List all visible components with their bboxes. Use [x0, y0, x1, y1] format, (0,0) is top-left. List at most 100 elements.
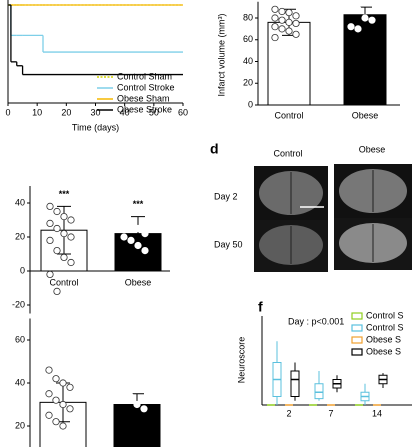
significance: *** — [133, 199, 144, 209]
data-point — [46, 236, 54, 244]
column-label: Control — [273, 148, 302, 158]
legend-label: Control Sham — [117, 71, 172, 81]
legend-swatch — [351, 324, 363, 332]
data-point — [60, 230, 68, 238]
data-point — [67, 216, 75, 224]
data-point — [66, 383, 74, 391]
data-point — [46, 270, 54, 278]
data-point — [347, 3, 355, 11]
data-point — [59, 400, 67, 409]
legend-label: Control Stroke — [117, 82, 175, 92]
data-point — [368, 16, 376, 24]
x-tick-label: 60 — [178, 107, 188, 117]
data-point — [133, 400, 141, 409]
data-point — [127, 236, 135, 244]
data-point — [134, 241, 142, 250]
legend-label: Obese Stroke — [117, 104, 172, 114]
data-point — [292, 19, 300, 28]
data-point — [271, 14, 279, 22]
data-point — [66, 405, 74, 413]
legend-swatch — [351, 348, 363, 356]
legend-swatch — [351, 336, 363, 344]
data-point — [127, 219, 135, 227]
data-point — [278, 25, 286, 33]
y-tick-label: 60 — [243, 34, 253, 44]
x-tick-label: 7 — [328, 408, 333, 418]
x-tick-label: 50 — [149, 107, 159, 117]
data-point — [141, 230, 149, 238]
data-point — [59, 422, 67, 430]
data-point — [271, 33, 279, 42]
x-tick-label: 0 — [5, 107, 10, 117]
data-point — [53, 247, 61, 255]
data-point — [119, 387, 127, 396]
x-tick-label: 40 — [120, 107, 130, 117]
y-tick-label: 0 — [248, 99, 253, 109]
row-label: Day 50 — [214, 239, 243, 249]
x-tick-label: Control — [49, 277, 78, 287]
data-point — [53, 224, 61, 233]
mri-images — [254, 164, 412, 272]
x-tick-label: Control — [274, 110, 303, 120]
y-tick-label: 0 — [20, 265, 25, 275]
data-point — [52, 396, 60, 404]
legend-swatch — [351, 312, 363, 320]
y-tick-label: 20 — [15, 420, 25, 430]
legend-label: Obese S — [366, 346, 401, 356]
x-tick-label: 2 — [286, 408, 291, 418]
data-point — [59, 379, 67, 387]
data-point — [361, 14, 369, 22]
legend-label: Obese Sham — [117, 93, 170, 103]
panel-label: d — [210, 141, 219, 157]
legend-label: Control S — [366, 322, 404, 332]
y-tick-label: 20 — [243, 78, 253, 88]
x-tick-label: 10 — [32, 107, 42, 117]
data-point — [52, 418, 60, 426]
data-point — [126, 392, 134, 400]
data-point — [271, 23, 279, 31]
legend-label: Obese S — [366, 334, 401, 344]
data-point — [67, 233, 75, 241]
data-point — [45, 390, 53, 398]
data-point — [45, 366, 53, 374]
x-tick-label: 30 — [90, 107, 100, 117]
box — [290, 370, 300, 397]
x-axis-title: Time (days) — [72, 122, 119, 132]
y-tick-label: 40 — [15, 377, 25, 387]
data-point — [46, 202, 54, 210]
x-tick-label: Obese — [352, 110, 379, 120]
y-tick-label: 40 — [243, 56, 253, 66]
y-tick-label: -20 — [12, 299, 25, 309]
data-point — [52, 375, 60, 383]
panel-label: f — [258, 299, 263, 315]
data-point — [140, 405, 148, 413]
data-point — [285, 18, 293, 26]
y-axis-title: Neuroscore — [236, 337, 246, 384]
row-label: Day 2 — [214, 191, 238, 201]
data-point — [46, 219, 54, 227]
data-point — [60, 213, 68, 221]
column-label: Obese — [359, 144, 386, 154]
data-point — [354, 25, 362, 33]
box — [314, 383, 324, 400]
data-point — [134, 224, 142, 233]
y-axis-title: Infarct volume (mm³) — [216, 13, 226, 96]
legend-label: Control S — [366, 310, 404, 320]
data-point — [354, 5, 362, 13]
data-point — [292, 12, 300, 20]
data-point — [67, 258, 75, 267]
data-point — [53, 287, 61, 295]
annotation: Day : p<0.001 — [288, 316, 344, 326]
x-tick-label: 14 — [372, 408, 382, 418]
y-tick-label: 20 — [15, 231, 25, 241]
data-point — [60, 253, 68, 261]
data-point — [271, 5, 279, 13]
data-point — [285, 8, 293, 17]
data-point — [120, 233, 128, 241]
y-tick-label: 80 — [243, 12, 253, 22]
data-point — [53, 207, 61, 216]
data-point — [278, 16, 286, 24]
x-tick-label: Obese — [125, 277, 152, 287]
